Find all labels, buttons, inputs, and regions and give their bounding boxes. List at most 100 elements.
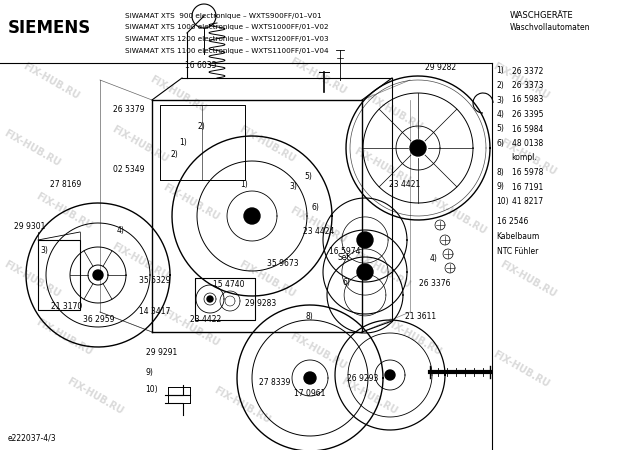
Text: 8): 8) [497, 168, 504, 177]
Text: FIX-HUB.RU: FIX-HUB.RU [288, 205, 348, 245]
Text: 29 9301: 29 9301 [14, 222, 45, 231]
Circle shape [244, 208, 260, 224]
Text: FIX-HUB.RU: FIX-HUB.RU [428, 196, 488, 236]
Circle shape [207, 296, 213, 302]
Text: 23 4421: 23 4421 [389, 180, 420, 189]
Text: WASCHGERÄTE: WASCHGERÄTE [510, 12, 574, 21]
Circle shape [385, 370, 395, 380]
Text: FIX-HUB.RU: FIX-HUB.RU [212, 385, 272, 425]
Text: 16 5983: 16 5983 [511, 95, 543, 104]
Text: 6): 6) [497, 139, 504, 148]
Text: 9): 9) [145, 368, 153, 377]
Text: 4): 4) [497, 110, 504, 119]
Text: Set: Set [337, 253, 350, 262]
Text: 4): 4) [429, 254, 437, 263]
Text: 35 5329: 35 5329 [139, 276, 170, 285]
Text: 6): 6) [312, 203, 319, 212]
Text: Waschvollautomaten: Waschvollautomaten [510, 22, 590, 32]
Text: 29 9291: 29 9291 [146, 348, 177, 357]
Text: FIX-HUB.RU: FIX-HUB.RU [21, 61, 81, 101]
Text: 1): 1) [497, 67, 504, 76]
Text: FIX-HUB.RU: FIX-HUB.RU [288, 331, 348, 371]
Text: FIX-HUB.RU: FIX-HUB.RU [2, 128, 62, 169]
Text: 3): 3) [289, 182, 297, 191]
Circle shape [304, 372, 316, 384]
Text: kompl.: kompl. [511, 153, 537, 162]
Text: FIX-HUB.RU: FIX-HUB.RU [161, 182, 221, 223]
Text: 23 4422: 23 4422 [190, 315, 221, 324]
Text: 2): 2) [497, 81, 504, 90]
Text: 27 8339: 27 8339 [259, 378, 291, 387]
Text: FIX-HUB.RU: FIX-HUB.RU [492, 61, 551, 101]
Text: 1): 1) [240, 180, 248, 189]
Text: FIX-HUB.RU: FIX-HUB.RU [66, 376, 125, 416]
Text: 41 8217: 41 8217 [511, 197, 543, 206]
Text: 2): 2) [197, 122, 205, 130]
Bar [38, 240, 80, 310]
Text: 26 3395: 26 3395 [511, 110, 543, 119]
Text: FIX-HUB.RU: FIX-HUB.RU [498, 137, 558, 178]
Text: 5): 5) [304, 172, 312, 181]
Text: 26 3376: 26 3376 [419, 279, 451, 288]
Text: 6): 6) [342, 278, 350, 287]
Circle shape [410, 140, 426, 156]
Text: FIX-HUB.RU: FIX-HUB.RU [492, 349, 551, 389]
Text: 35 9673: 35 9673 [267, 259, 299, 268]
Circle shape [93, 270, 103, 280]
Text: 17 0961: 17 0961 [294, 389, 325, 398]
Circle shape [357, 232, 373, 248]
Text: SIEMENS: SIEMENS [8, 19, 91, 37]
Text: 10): 10) [497, 197, 509, 206]
Text: FIX-HUB.RU: FIX-HUB.RU [352, 250, 411, 290]
Text: FIX-HUB.RU: FIX-HUB.RU [2, 259, 62, 299]
Text: 02 5349: 02 5349 [113, 165, 145, 174]
Text: 8): 8) [305, 312, 313, 321]
Text: SIWAMAT XTS 1100 electronique – WXTS1100FF/01–V04: SIWAMAT XTS 1100 electronique – WXTS1100… [125, 48, 329, 54]
Text: 27 8169: 27 8169 [50, 180, 81, 189]
Text: NTC Fühler: NTC Fühler [497, 247, 538, 256]
Text: FIX-HUB.RU: FIX-HUB.RU [498, 259, 558, 299]
Text: FIX-HUB.RU: FIX-HUB.RU [237, 124, 297, 164]
Text: 3): 3) [40, 246, 48, 255]
Text: 9): 9) [497, 183, 504, 192]
Text: SIWAMAT XTS  900 electronique – WXTS900FF/01–V01: SIWAMAT XTS 900 electronique – WXTS900FF… [125, 13, 322, 19]
Text: FIX-HUB.RU: FIX-HUB.RU [339, 376, 399, 416]
Text: FIX-HUB.RU: FIX-HUB.RU [110, 124, 170, 164]
Text: FIX-HUB.RU: FIX-HUB.RU [34, 317, 93, 358]
Text: e222037-4/3: e222037-4/3 [8, 433, 57, 442]
Text: FIX-HUB.RU: FIX-HUB.RU [288, 56, 348, 97]
Text: 1): 1) [179, 139, 187, 148]
Text: FIX-HUB.RU: FIX-HUB.RU [352, 146, 411, 187]
Text: 16 5978: 16 5978 [511, 168, 543, 177]
Text: FIX-HUB.RU: FIX-HUB.RU [110, 241, 170, 281]
Text: 21 3170: 21 3170 [51, 302, 82, 311]
Text: 21 3611: 21 3611 [405, 312, 436, 321]
Text: 16 2546: 16 2546 [497, 217, 528, 226]
Text: 48 0138: 48 0138 [511, 139, 543, 148]
Text: 26 3379: 26 3379 [113, 105, 145, 114]
Text: SIWAMAT XTS 1200 electronique – WXTS1200FF/01–V03: SIWAMAT XTS 1200 electronique – WXTS1200… [125, 36, 329, 42]
Text: Kabelbaum: Kabelbaum [497, 232, 540, 241]
Text: 15 4740: 15 4740 [213, 280, 245, 289]
Text: 36 2959: 36 2959 [83, 315, 115, 324]
Text: 26 3372: 26 3372 [511, 67, 543, 76]
Text: 10): 10) [145, 385, 158, 394]
Text: 5): 5) [497, 125, 504, 134]
Text: FIX-HUB.RU: FIX-HUB.RU [148, 74, 208, 115]
Text: 26 9293: 26 9293 [347, 374, 378, 383]
Text: FIX-HUB.RU: FIX-HUB.RU [364, 92, 424, 133]
Text: SIWAMAT XTS 1000 electronique – WXTS1000FF/01–V02: SIWAMAT XTS 1000 electronique – WXTS1000… [125, 24, 329, 31]
Text: 26 3373: 26 3373 [511, 81, 543, 90]
Text: 29 9282: 29 9282 [425, 63, 456, 72]
Text: 4): 4) [116, 226, 124, 235]
Text: 16 6035: 16 6035 [185, 61, 217, 70]
Text: 3): 3) [497, 95, 504, 104]
Text: 14 3417: 14 3417 [139, 307, 170, 316]
Text: FIX-HUB.RU: FIX-HUB.RU [384, 317, 443, 358]
Text: FIX-HUB.RU: FIX-HUB.RU [161, 308, 221, 349]
Text: FIX-HUB.RU: FIX-HUB.RU [237, 259, 297, 299]
Text: 16 5984: 16 5984 [511, 125, 543, 134]
Text: 23 4424: 23 4424 [303, 227, 334, 236]
Text: 29 9283: 29 9283 [245, 299, 277, 308]
Text: 2): 2) [170, 150, 178, 159]
